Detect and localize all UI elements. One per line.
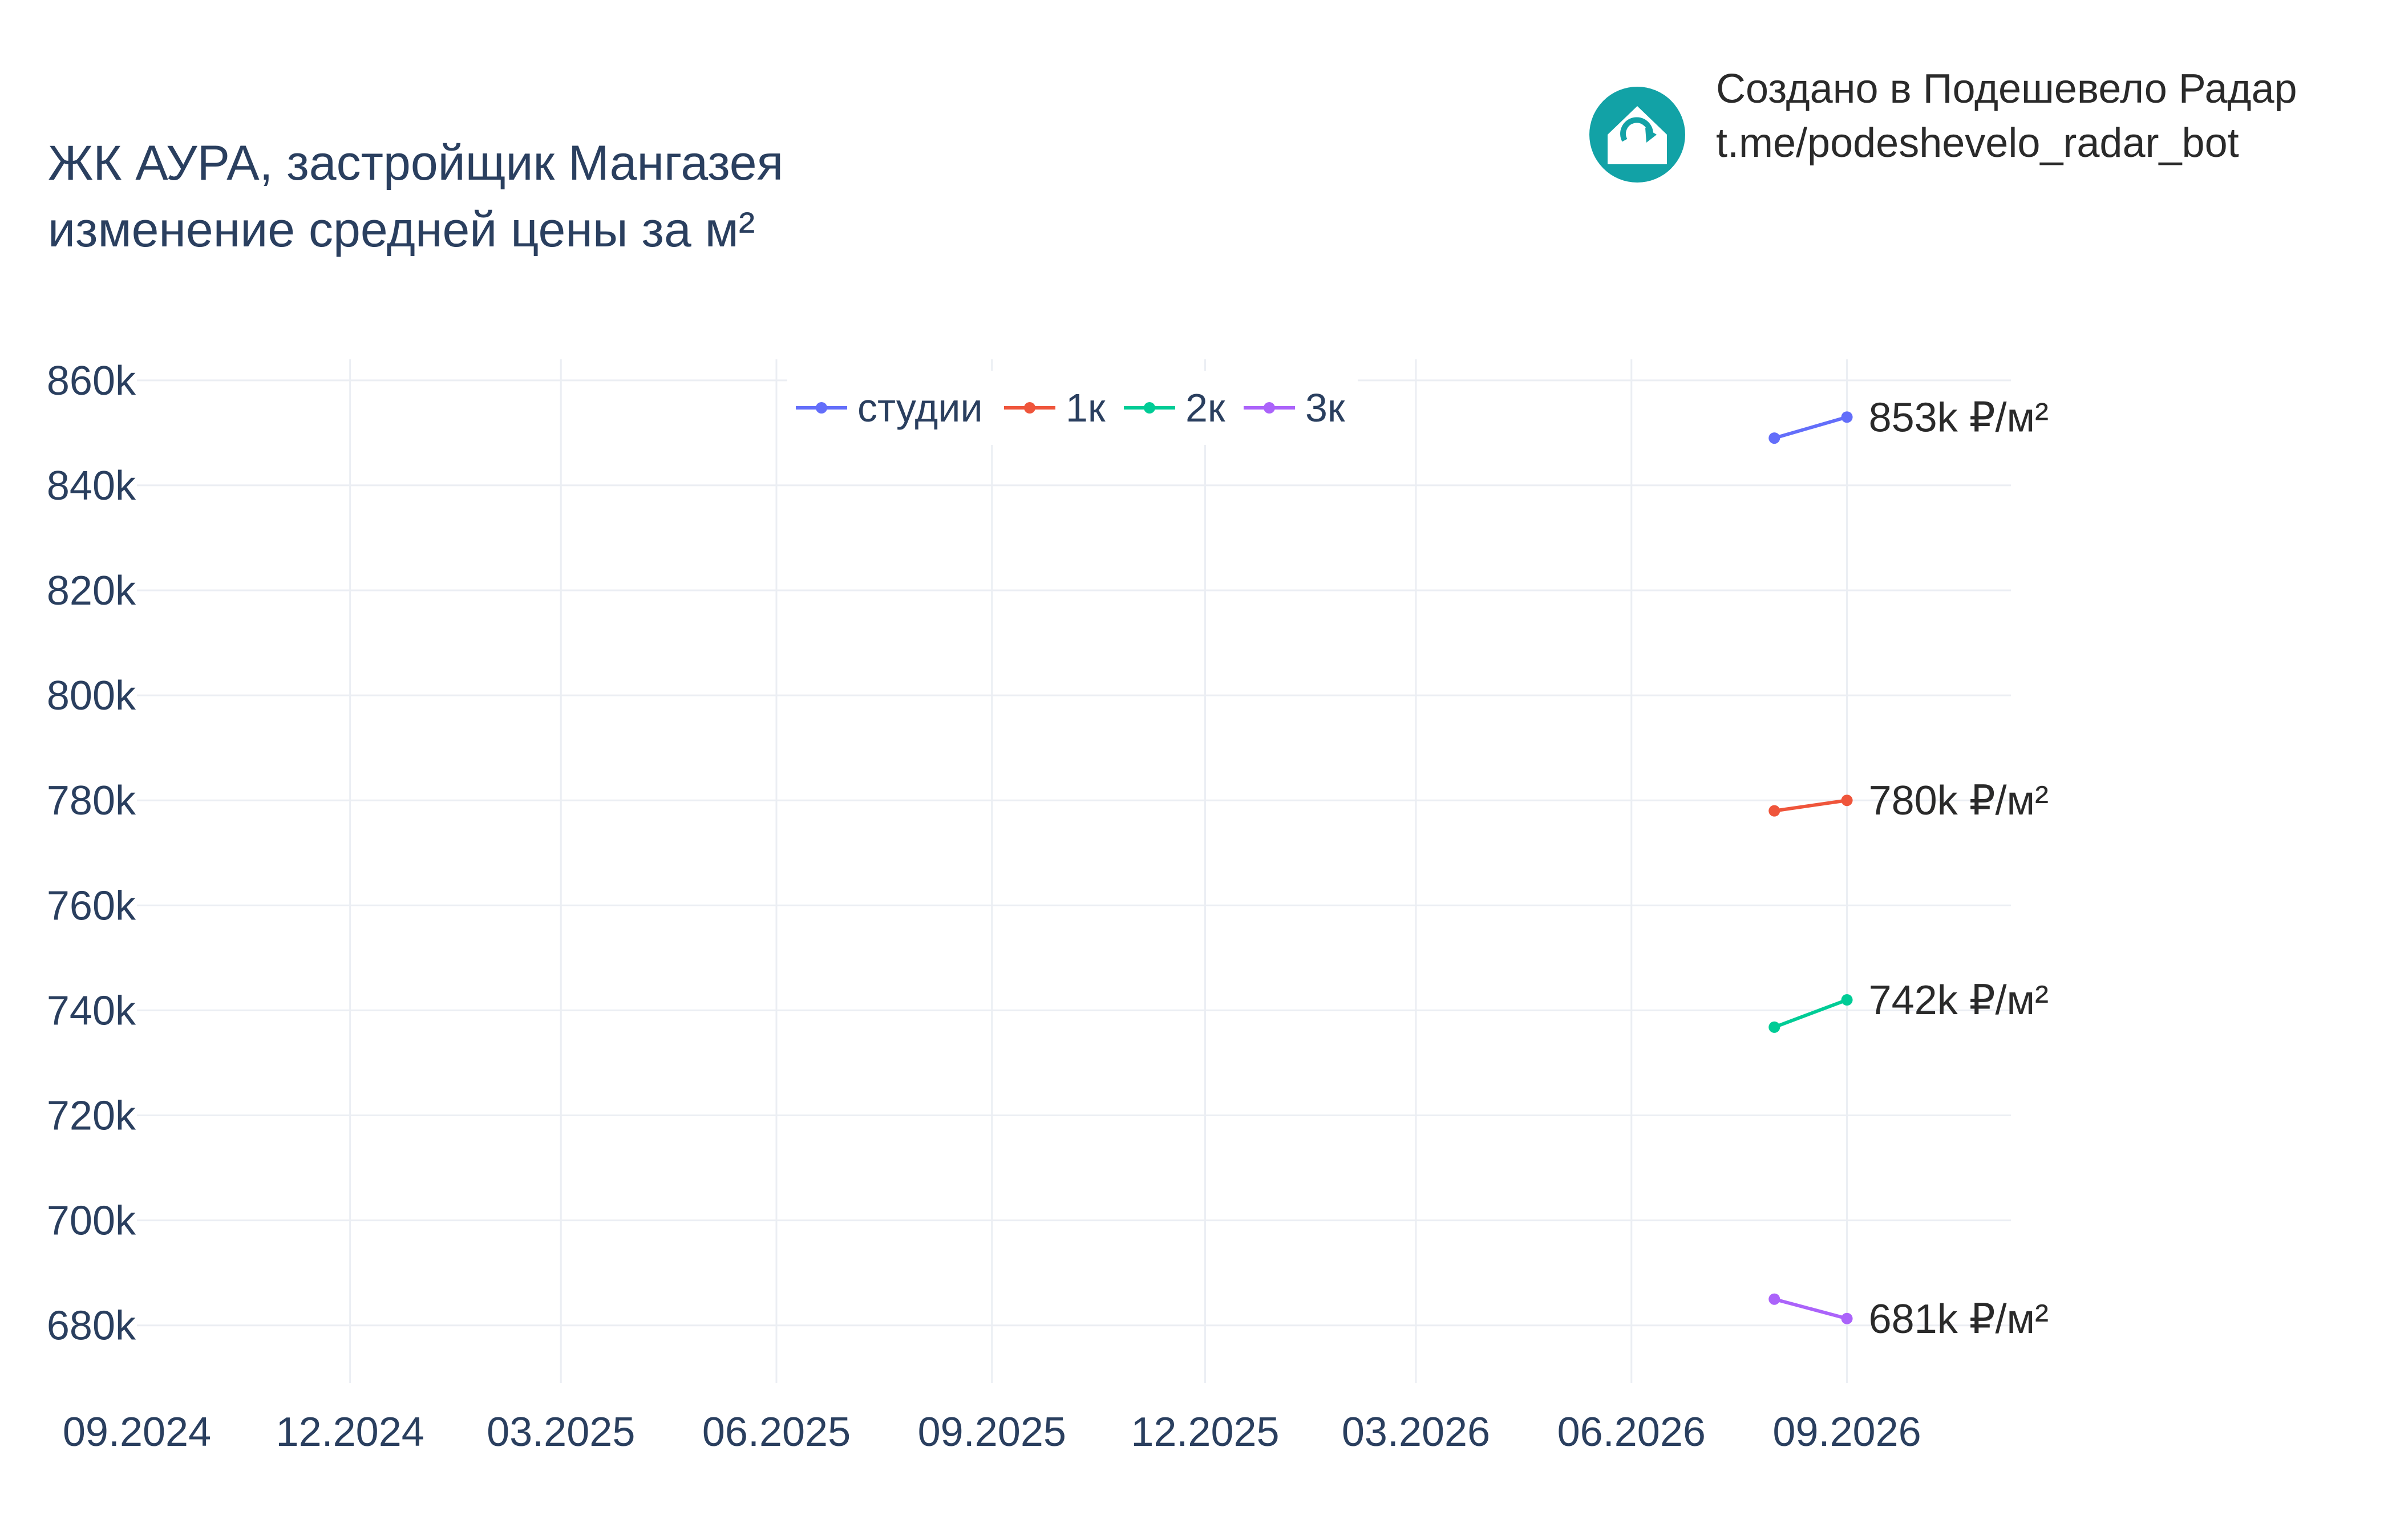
series-4: 681k ₽/м² bbox=[1768, 1293, 2049, 1342]
data-point bbox=[1768, 1021, 1780, 1033]
legend-marker-icon bbox=[816, 402, 827, 414]
y-grid bbox=[137, 379, 2011, 1327]
series-1: 853k ₽/м² bbox=[1768, 395, 2049, 444]
x-tick-label: 06.2025 bbox=[702, 1409, 851, 1455]
credit-link[interactable]: t.me/podeshevelo_radar_bot bbox=[1716, 120, 2239, 166]
end-value-label: 853k ₽/м² bbox=[1869, 395, 2049, 440]
y-tick-label: 780k bbox=[47, 778, 136, 824]
x-tick-label: 09.2024 bbox=[63, 1409, 211, 1455]
data-point bbox=[1768, 1293, 1780, 1305]
x-tick-label: 03.2025 bbox=[487, 1409, 635, 1455]
y-tick-label: 860k bbox=[47, 358, 136, 404]
house-refresh-icon bbox=[1589, 87, 1685, 183]
x-tick-label: 09.2025 bbox=[918, 1409, 1066, 1455]
x-tick-label: 06.2026 bbox=[1557, 1409, 1706, 1455]
chart-title-line-1: ЖК АУРА, застройщик Мангазея bbox=[48, 136, 783, 191]
y-tick-label: 760k bbox=[47, 883, 136, 929]
legend: студии 1к 2к 3к bbox=[787, 371, 1358, 445]
y-axis: 680k 700k 720k 740k 760k 780k 800k 820k 840k 860k bbox=[47, 358, 136, 1349]
data-point bbox=[1768, 432, 1780, 444]
legend-marker-icon bbox=[1024, 402, 1035, 414]
y-tick-label: 680k bbox=[47, 1303, 136, 1349]
legend-marker-icon bbox=[1264, 402, 1275, 414]
chart-title-line-2: изменение средней цены за м² bbox=[48, 202, 755, 257]
series-line bbox=[1774, 799, 1847, 813]
legend-item[interactable]: студии bbox=[796, 386, 983, 430]
end-value-label: 780k ₽/м² bbox=[1869, 778, 2049, 824]
data-point bbox=[1841, 994, 1853, 1006]
series-line bbox=[1774, 415, 1848, 440]
y-tick-label: 840k bbox=[47, 463, 136, 509]
legend-item[interactable]: 2к bbox=[1124, 386, 1225, 430]
y-tick-label: 720k bbox=[47, 1093, 136, 1139]
x-tick-label: 12.2024 bbox=[276, 1409, 424, 1455]
series-line bbox=[1774, 1297, 1848, 1320]
series-line bbox=[1774, 998, 1848, 1029]
series-2: 780k ₽/м² bbox=[1768, 778, 2049, 824]
data-point bbox=[1841, 795, 1853, 807]
x-tick-label: 12.2025 bbox=[1131, 1409, 1279, 1455]
y-tick-label: 800k bbox=[47, 673, 136, 719]
legend-label: 3к bbox=[1305, 386, 1345, 430]
credit-block[interactable]: Создано в Подешевело Радар t.me/podeshev… bbox=[1589, 66, 2297, 183]
legend-label: 1к bbox=[1066, 386, 1106, 430]
legend-label: студии bbox=[857, 386, 983, 430]
data-point bbox=[1768, 805, 1780, 817]
x-tick-label: 03.2026 bbox=[1342, 1409, 1490, 1455]
chart-title: ЖК АУРА, застройщик Мангазея изменение с… bbox=[48, 136, 783, 257]
y-tick-label: 700k bbox=[47, 1198, 136, 1244]
series-3: 742k ₽/м² bbox=[1768, 978, 2049, 1033]
legend-label: 2к bbox=[1185, 386, 1225, 430]
series-layer: 853k ₽/м² 780k ₽/м² 742k ₽/м² 681k ₽/м² bbox=[1768, 395, 2049, 1342]
x-grid bbox=[349, 359, 1848, 1383]
x-axis: 09.2024 12.2024 03.2025 06.2025 09.2025 12.20… bbox=[63, 1409, 1921, 1455]
end-value-label: 681k ₽/м² bbox=[1869, 1296, 2049, 1342]
y-tick-label: 820k bbox=[47, 568, 136, 614]
y-tick-label: 740k bbox=[47, 988, 136, 1034]
end-value-label: 742k ₽/м² bbox=[1869, 978, 2049, 1023]
credit-title: Создано в Подешевело Радар bbox=[1716, 66, 2297, 112]
legend-item[interactable]: 3к bbox=[1244, 386, 1345, 430]
legend-marker-icon bbox=[1144, 402, 1155, 414]
data-point bbox=[1841, 1312, 1853, 1324]
legend-item[interactable]: 1к bbox=[1004, 386, 1106, 430]
x-tick-label: 09.2026 bbox=[1772, 1409, 1921, 1455]
data-point bbox=[1841, 411, 1853, 423]
